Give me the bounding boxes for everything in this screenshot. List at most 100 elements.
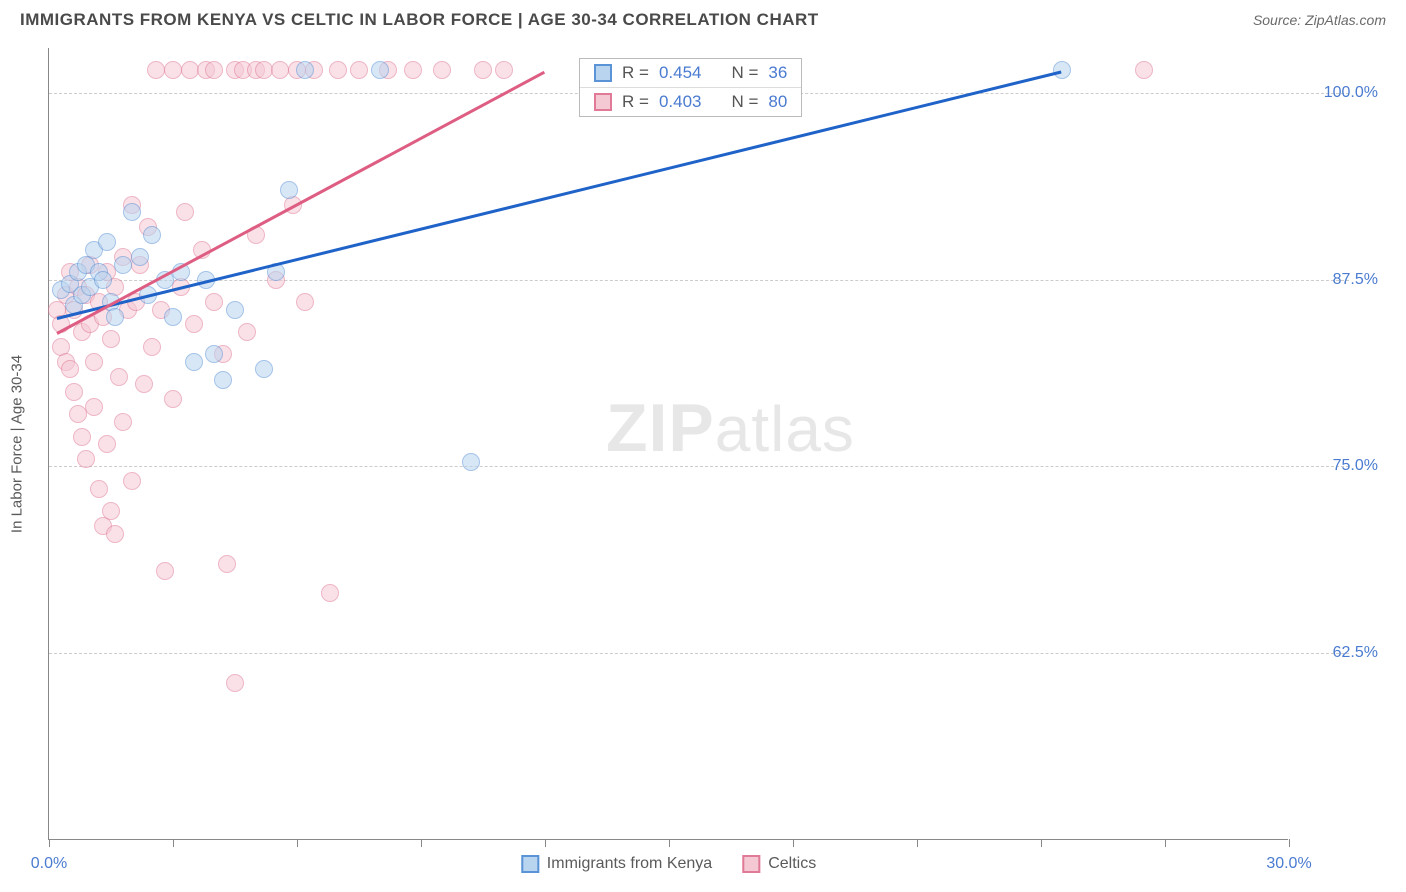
data-point [462, 453, 480, 471]
data-point [147, 61, 165, 79]
legend-n-label: N = [731, 92, 758, 112]
data-point [94, 271, 112, 289]
legend-n-label: N = [731, 63, 758, 83]
data-point [123, 472, 141, 490]
legend-r-label: R = [622, 92, 649, 112]
x-tick [1289, 839, 1290, 847]
x-tick [793, 839, 794, 847]
plot-area: In Labor Force | Age 30-34 ZIPatlas 62.5… [48, 48, 1288, 840]
watermark-bold: ZIP [606, 390, 715, 466]
y-axis-label: In Labor Force | Age 30-34 [9, 354, 26, 532]
data-point [85, 353, 103, 371]
x-tick [173, 839, 174, 847]
data-point [271, 61, 289, 79]
data-point [226, 301, 244, 319]
trend-line [57, 70, 1062, 319]
legend-r-value: 0.454 [659, 63, 702, 83]
data-point [329, 61, 347, 79]
legend-n-value: 36 [768, 63, 787, 83]
data-point [102, 330, 120, 348]
correlation-legend: R =0.454N =36R =0.403N =80 [579, 58, 802, 117]
data-point [85, 398, 103, 416]
x-tick-label: 0.0% [31, 855, 67, 873]
x-tick-label: 30.0% [1266, 855, 1311, 873]
legend-swatch [742, 855, 760, 873]
data-point [164, 61, 182, 79]
series-legend: Immigrants from Kenya Celtics [521, 855, 816, 873]
data-point [321, 584, 339, 602]
x-tick [297, 839, 298, 847]
data-point [164, 308, 182, 326]
legend-swatch [594, 93, 612, 111]
data-point [65, 383, 83, 401]
source-attribution: Source: ZipAtlas.com [1253, 12, 1386, 28]
legend-row: R =0.454N =36 [580, 59, 801, 88]
x-tick [917, 839, 918, 847]
data-point [214, 371, 232, 389]
y-tick-label: 87.5% [1298, 271, 1378, 289]
data-point [495, 61, 513, 79]
gridline [49, 653, 1349, 654]
data-point [106, 525, 124, 543]
x-tick [669, 839, 670, 847]
legend-swatch [594, 64, 612, 82]
data-point [181, 61, 199, 79]
data-point [106, 308, 124, 326]
data-point [371, 61, 389, 79]
data-point [143, 338, 161, 356]
data-point [69, 405, 87, 423]
y-tick-label: 100.0% [1298, 84, 1378, 102]
x-tick [1165, 839, 1166, 847]
x-tick [545, 839, 546, 847]
data-point [61, 360, 79, 378]
data-point [226, 674, 244, 692]
data-point [474, 61, 492, 79]
series-legend-item: Celtics [742, 855, 816, 873]
data-point [205, 293, 223, 311]
data-point [433, 61, 451, 79]
data-point [123, 203, 141, 221]
data-point [255, 360, 273, 378]
data-point [164, 390, 182, 408]
watermark: ZIPatlas [606, 389, 855, 467]
data-point [77, 450, 95, 468]
data-point [280, 181, 298, 199]
series-name: Celtics [768, 855, 816, 873]
data-point [114, 413, 132, 431]
data-point [185, 353, 203, 371]
series-legend-item: Immigrants from Kenya [521, 855, 712, 873]
legend-row: R =0.403N =80 [580, 88, 801, 116]
data-point [90, 480, 108, 498]
gridline [49, 280, 1349, 281]
chart-title: IMMIGRANTS FROM KENYA VS CELTIC IN LABOR… [20, 10, 819, 30]
data-point [296, 61, 314, 79]
legend-r-value: 0.403 [659, 92, 702, 112]
data-point [156, 562, 174, 580]
gridline [49, 466, 1349, 467]
data-point [404, 61, 422, 79]
x-tick [49, 839, 50, 847]
data-point [1135, 61, 1153, 79]
legend-swatch [521, 855, 539, 873]
watermark-light: atlas [715, 393, 855, 465]
data-point [98, 233, 116, 251]
data-point [218, 555, 236, 573]
data-point [185, 315, 203, 333]
x-tick [1041, 839, 1042, 847]
data-point [102, 502, 120, 520]
data-point [1053, 61, 1071, 79]
plot-wrapper: In Labor Force | Age 30-34 ZIPatlas 62.5… [48, 48, 1388, 840]
data-point [135, 375, 153, 393]
data-point [176, 203, 194, 221]
data-point [238, 323, 256, 341]
series-name: Immigrants from Kenya [547, 855, 712, 873]
data-point [255, 61, 273, 79]
data-point [73, 428, 91, 446]
data-point [143, 226, 161, 244]
data-point [205, 61, 223, 79]
data-point [114, 256, 132, 274]
data-point [296, 293, 314, 311]
data-point [110, 368, 128, 386]
data-point [131, 248, 149, 266]
x-tick [421, 839, 422, 847]
